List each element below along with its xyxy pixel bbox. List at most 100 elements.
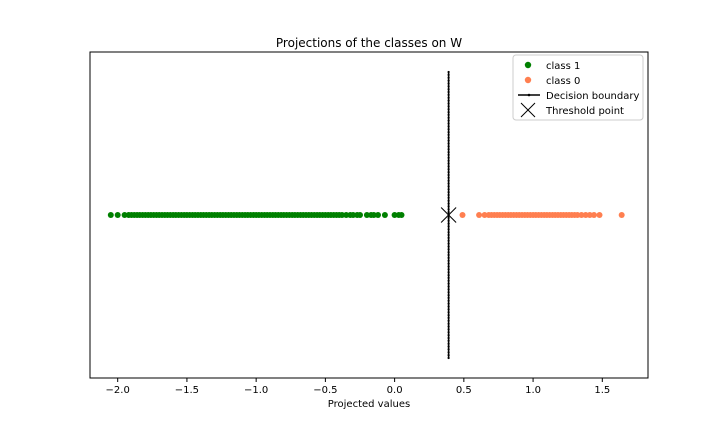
decision-boundary-point xyxy=(447,133,450,136)
class-1-point xyxy=(391,212,398,218)
decision-boundary-point xyxy=(447,171,450,174)
legend-decision-boundary-label: Decision boundary xyxy=(546,91,639,102)
x-tick-label: 1.5 xyxy=(594,385,610,396)
decision-boundary-point xyxy=(447,116,450,119)
decision-boundary-point xyxy=(447,236,450,239)
decision-boundary-point xyxy=(447,328,450,331)
class-0-point xyxy=(459,212,466,218)
decision-boundary-point xyxy=(447,176,450,179)
decision-boundary-point xyxy=(447,285,450,288)
chart-title: Projections of the classes on W xyxy=(276,36,462,50)
decision-boundary-point xyxy=(447,73,450,76)
decision-boundary-point xyxy=(447,311,450,314)
x-axis-label: Projected values xyxy=(328,399,410,410)
x-tick-label: 0.0 xyxy=(387,385,403,396)
class-1-point xyxy=(375,212,381,218)
class-0-point xyxy=(476,212,483,218)
decision-boundary-point xyxy=(447,96,450,99)
decision-boundary-point xyxy=(447,302,450,305)
decision-boundary-point xyxy=(447,233,450,237)
decision-boundary-point xyxy=(447,193,450,197)
class-1-point xyxy=(343,212,350,218)
decision-boundary-point xyxy=(447,228,450,231)
class-1-point xyxy=(357,212,363,218)
decision-boundary-point xyxy=(447,85,450,88)
decision-boundary-point xyxy=(447,322,450,325)
decision-boundary-point xyxy=(447,196,450,199)
decision-boundary-point xyxy=(447,208,450,211)
class-0-point xyxy=(481,212,488,218)
legend-class-0-marker xyxy=(524,76,532,84)
decision-boundary-point xyxy=(447,288,450,291)
decision-boundary-point xyxy=(447,279,450,282)
decision-boundary-point xyxy=(447,202,450,205)
decision-boundary-point xyxy=(447,276,450,279)
decision-boundary-point xyxy=(447,113,450,116)
decision-boundary-point xyxy=(447,259,450,262)
decision-boundary-point xyxy=(447,319,450,322)
class-0-point xyxy=(586,212,593,218)
decision-boundary-point xyxy=(447,253,450,257)
decision-boundary-point xyxy=(447,102,450,105)
decision-boundary-point xyxy=(447,271,450,274)
decision-boundary-point xyxy=(447,342,450,345)
decision-boundary-point xyxy=(447,305,450,308)
decision-boundary-point xyxy=(447,136,450,139)
x-tick-label: −1.0 xyxy=(244,385,268,396)
decision-boundary-point xyxy=(447,225,450,228)
decision-boundary-point xyxy=(447,205,450,208)
class-1-point xyxy=(121,212,128,218)
decision-boundary-point xyxy=(447,148,450,151)
decision-boundary-point xyxy=(447,82,450,85)
class-0-point xyxy=(574,212,581,218)
decision-boundary-point xyxy=(447,168,450,171)
decision-boundary-point xyxy=(447,282,450,285)
decision-boundary-point xyxy=(447,331,450,334)
decision-boundary-point xyxy=(447,191,450,194)
decision-boundary-point xyxy=(447,179,450,182)
decision-boundary-point xyxy=(447,156,450,159)
legend-class-1-marker xyxy=(524,61,532,69)
decision-boundary-point xyxy=(447,79,450,82)
legend: class 1 class 0 Decision boundary Thresh… xyxy=(512,54,644,121)
class-1-point xyxy=(114,212,121,218)
decision-boundary-point xyxy=(447,185,450,188)
decision-boundary-point xyxy=(447,188,450,191)
decision-boundary-point xyxy=(447,173,450,177)
class-0-point xyxy=(578,212,585,218)
decision-boundary-point xyxy=(447,119,450,122)
decision-boundary-point xyxy=(447,216,450,219)
class-1-point xyxy=(107,212,114,218)
decision-boundary-point xyxy=(447,231,450,234)
decision-boundary-point xyxy=(447,239,450,242)
decision-boundary-point xyxy=(447,245,450,248)
class-0-point xyxy=(618,212,625,218)
decision-boundary-point xyxy=(447,153,450,156)
decision-boundary-point xyxy=(447,308,450,311)
decision-boundary-point xyxy=(447,105,450,108)
class-1-point xyxy=(398,212,405,218)
x-tick-label: −1.5 xyxy=(175,385,199,396)
class-1-point xyxy=(339,212,345,218)
decision-boundary-point xyxy=(447,316,450,319)
decision-boundary-point xyxy=(447,345,450,348)
decision-boundary-point xyxy=(447,274,450,277)
class-0-point xyxy=(591,212,597,218)
decision-boundary-point xyxy=(447,145,450,148)
threshold-point-marker xyxy=(440,207,457,223)
decision-boundary-point xyxy=(447,251,450,254)
x-tick-label: −0.5 xyxy=(313,385,337,396)
decision-boundary-point xyxy=(447,182,450,185)
plot-frame xyxy=(89,51,649,379)
x-tick-label: −2.0 xyxy=(106,385,130,396)
x-tick-label: 1.0 xyxy=(525,385,541,396)
legend-frame xyxy=(512,54,644,121)
decision-boundary-point xyxy=(447,256,450,259)
legend-class-1-label: class 1 xyxy=(546,61,580,72)
legend-threshold-marker-b xyxy=(520,102,536,118)
decision-boundary-point xyxy=(447,90,450,94)
decision-boundary-point xyxy=(447,99,450,102)
class-1-point xyxy=(350,212,357,218)
plot-area xyxy=(107,70,625,360)
